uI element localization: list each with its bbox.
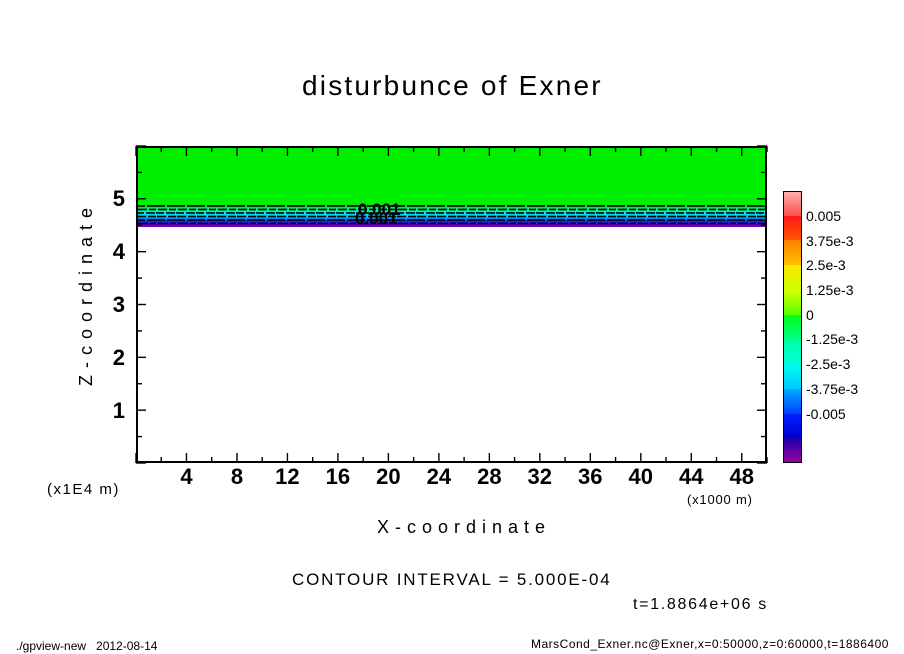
svg-text:0.001: 0.001 bbox=[355, 209, 398, 228]
